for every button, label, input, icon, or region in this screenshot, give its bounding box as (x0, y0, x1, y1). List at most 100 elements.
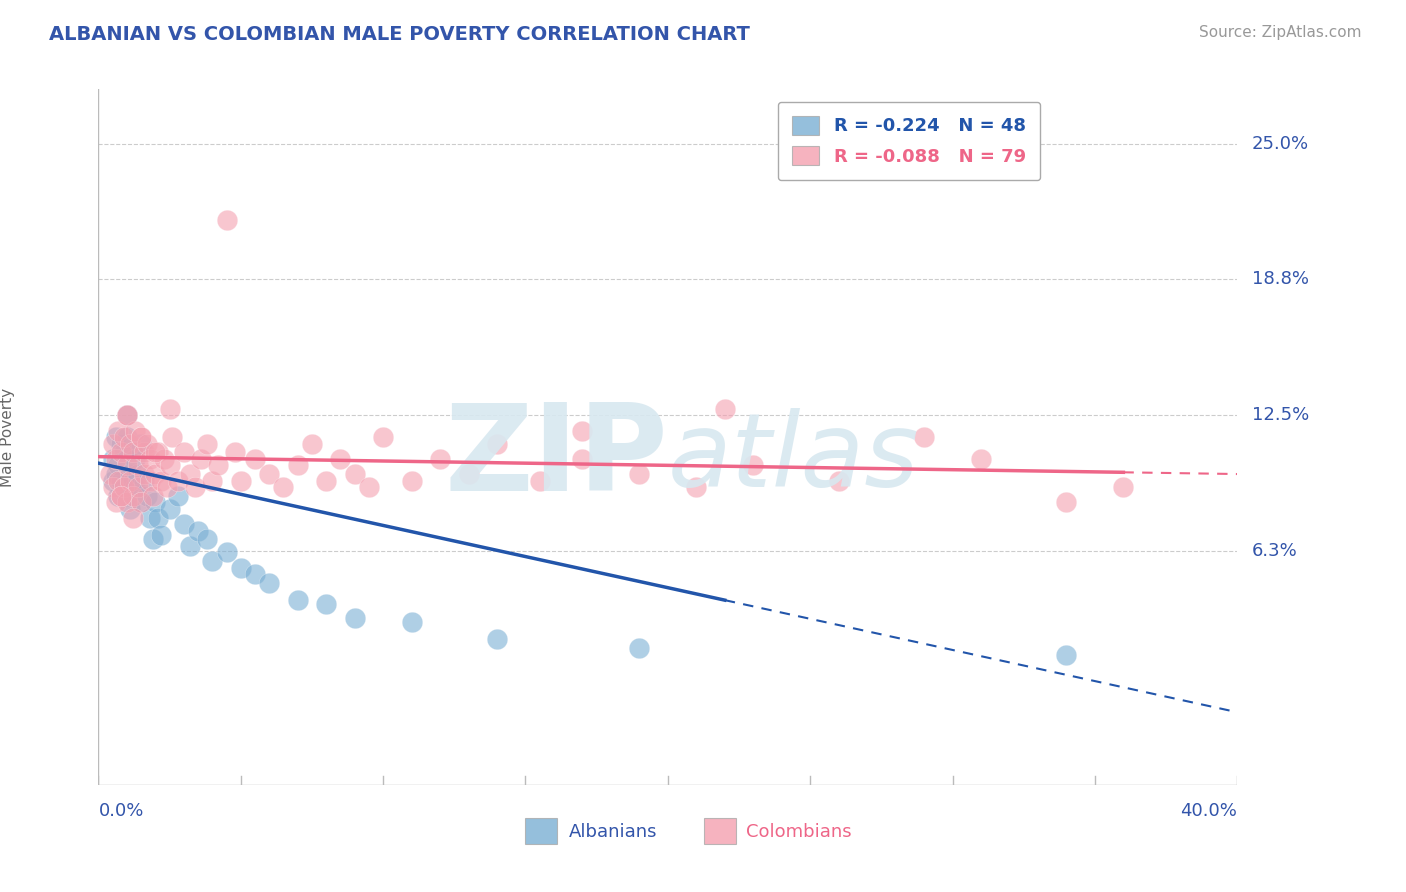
Point (104, 430, 127, 444)
Point (187, 524, 209, 538)
Point (571, 451, 593, 466)
Point (115, 451, 138, 466)
Point (148, 445, 170, 459)
Point (201, 554, 224, 568)
Point (110, 474, 132, 488)
Point (828, 474, 851, 488)
Point (145, 495, 167, 509)
Point (301, 436, 323, 450)
Point (224, 445, 246, 459)
Text: 25.0%: 25.0% (1251, 135, 1309, 153)
Point (138, 451, 160, 466)
Point (145, 467, 167, 481)
Point (401, 615, 423, 629)
Point (135, 489, 157, 503)
Point (184, 480, 207, 494)
Point (115, 495, 138, 509)
Point (107, 458, 129, 473)
Point (104, 495, 127, 509)
Point (118, 436, 141, 450)
Point (315, 598, 337, 612)
Point (115, 409, 138, 423)
Point (98, 467, 121, 481)
Point (138, 474, 160, 488)
Point (148, 510, 170, 524)
Point (201, 474, 224, 488)
Point (315, 474, 337, 488)
Point (124, 480, 146, 494)
Point (127, 458, 149, 473)
Point (259, 575, 281, 590)
Point (107, 474, 129, 488)
Point (229, 474, 252, 488)
Text: ZIP: ZIP (444, 400, 668, 516)
Point (107, 489, 129, 503)
Point (273, 480, 295, 494)
Point (486, 632, 509, 647)
Point (628, 640, 651, 655)
Point (195, 533, 218, 547)
Point (110, 436, 132, 450)
Point (121, 489, 143, 503)
Point (243, 567, 266, 582)
Point (138, 510, 160, 524)
Point (115, 409, 138, 423)
Point (179, 539, 201, 553)
Point (628, 467, 651, 481)
Point (259, 467, 281, 481)
Point (101, 480, 124, 494)
Text: 18.8%: 18.8% (1251, 270, 1309, 288)
Point (127, 480, 149, 494)
Point (132, 445, 155, 459)
Point (112, 480, 135, 494)
Point (287, 458, 309, 473)
Point (118, 474, 141, 488)
Point (1056, 495, 1078, 509)
Point (121, 445, 143, 459)
Text: Colombians: Colombians (747, 823, 852, 841)
Point (115, 489, 138, 503)
Point (215, 212, 238, 227)
Point (195, 436, 218, 450)
Point (243, 451, 266, 466)
Point (287, 593, 309, 607)
Point (159, 401, 181, 416)
Point (110, 445, 132, 459)
Point (104, 451, 127, 466)
Point (970, 451, 993, 466)
Point (486, 436, 509, 450)
Point (101, 436, 124, 450)
Point (190, 451, 212, 466)
Point (685, 480, 707, 494)
Point (121, 510, 143, 524)
Point (173, 445, 195, 459)
Text: 40.0%: 40.0% (1181, 803, 1237, 821)
Point (179, 467, 201, 481)
Point (141, 489, 163, 503)
Point (118, 501, 141, 516)
Point (110, 489, 132, 503)
Text: Albanians: Albanians (569, 823, 657, 841)
Point (401, 474, 423, 488)
Point (329, 451, 352, 466)
Point (159, 501, 181, 516)
FancyBboxPatch shape (526, 818, 557, 844)
Point (132, 474, 155, 488)
Point (150, 528, 173, 542)
Point (429, 451, 451, 466)
Point (112, 445, 135, 459)
Point (167, 474, 190, 488)
Point (129, 430, 152, 444)
FancyBboxPatch shape (704, 818, 737, 844)
Point (173, 516, 195, 531)
Point (742, 458, 765, 473)
Point (129, 436, 152, 450)
Point (115, 430, 138, 444)
Point (145, 445, 167, 459)
Point (112, 430, 135, 444)
Text: ALBANIAN VS COLOMBIAN MALE POVERTY CORRELATION CHART: ALBANIAN VS COLOMBIAN MALE POVERTY CORRE… (49, 25, 749, 44)
Point (107, 424, 129, 438)
Point (571, 424, 593, 438)
Text: 0.0%: 0.0% (98, 803, 143, 821)
Point (457, 467, 479, 481)
